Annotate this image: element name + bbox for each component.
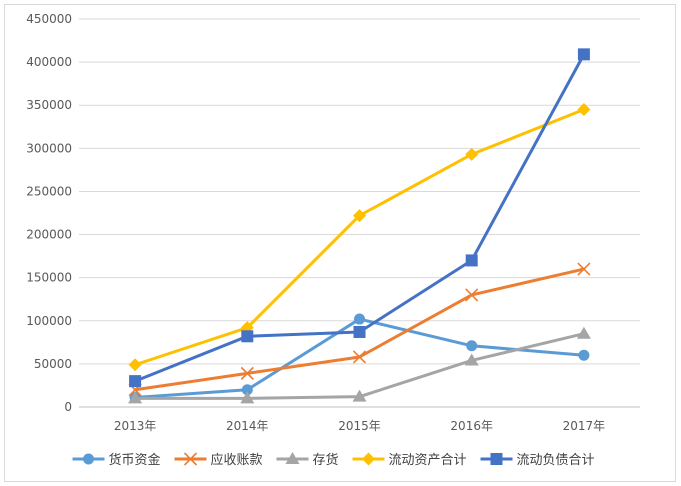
data-point: [240, 366, 254, 380]
legend-label: 货币资金: [109, 452, 161, 468]
series-group: [128, 48, 591, 404]
data-point: [577, 48, 590, 61]
data-point: [241, 384, 253, 396]
x-marker-stroke: [183, 452, 198, 466]
legend-marker: [362, 452, 375, 466]
legend-item: 流动负债合计: [480, 453, 595, 468]
y-tick-label: 450000: [26, 12, 72, 26]
legend-item: 存货: [276, 452, 339, 468]
data-point: [465, 288, 479, 302]
x-tick-label: 2015年: [338, 419, 381, 433]
data-point: [352, 389, 367, 402]
y-tick-label: 300000: [26, 141, 72, 155]
x-marker-stroke: [465, 288, 479, 302]
data-point: [129, 375, 142, 388]
data-point: [464, 353, 479, 366]
y-tick-label: 150000: [26, 271, 72, 285]
legend-item: 应收账款: [174, 452, 263, 468]
series-3: [128, 326, 591, 404]
y-tick-label: 100000: [26, 314, 72, 328]
x-tick-label: 2017年: [563, 419, 606, 433]
chart-frame: [4, 4, 676, 482]
y-tick-label: 50000: [34, 357, 72, 371]
gridlines: [79, 18, 640, 408]
legend-item: 货币资金: [72, 452, 161, 468]
series-5: [129, 48, 590, 388]
y-tick-label: 400000: [26, 55, 72, 69]
x-marker-stroke: [577, 262, 591, 276]
x-marker-stroke: [240, 366, 254, 380]
series-2: [128, 262, 591, 397]
legend-label: 应收账款: [211, 452, 263, 468]
x-marker-stroke: [352, 350, 367, 364]
data-point: [352, 350, 367, 364]
legend-label: 流动负债合计: [517, 453, 595, 468]
y-tick-label: 0: [64, 400, 72, 414]
data-point: [578, 349, 590, 361]
legend: 货币资金 应收账款 存货 流动资产合计 流动负债合计: [72, 452, 595, 468]
legend-marker: [490, 453, 503, 465]
data-point: [353, 209, 366, 223]
data-point: [128, 391, 143, 404]
y-tick-label: 350000: [26, 98, 72, 112]
data-point: [240, 391, 255, 404]
data-point: [354, 313, 365, 325]
legend-marker: [183, 452, 198, 466]
y-axis: 0 50000 100000 150000 200000 250000 300000 3500…: [26, 12, 72, 414]
data-point: [465, 147, 479, 161]
y-tick-label: 250000: [26, 184, 72, 198]
y-tick-label: 200000: [26, 228, 72, 242]
legend-item: 流动资产合计: [352, 452, 467, 468]
x-axis: 2013年 2014年 2015年 2016年 2017年: [114, 419, 605, 433]
legend-label: 流动资产合计: [389, 453, 467, 468]
x-tick-label: 2016年: [450, 419, 493, 433]
data-point: [241, 330, 254, 343]
data-point: [353, 325, 366, 338]
data-point: [577, 262, 591, 276]
data-point: [577, 103, 591, 117]
data-point: [465, 254, 478, 267]
legend-label: 存货: [313, 452, 339, 468]
legend-marker: [83, 453, 94, 465]
data-point: [128, 358, 142, 372]
x-tick-label: 2014年: [226, 419, 269, 433]
legend-marker: [285, 452, 300, 464]
data-point: [576, 326, 591, 339]
x-tick-label: 2013年: [114, 419, 157, 433]
data-point: [466, 340, 478, 352]
